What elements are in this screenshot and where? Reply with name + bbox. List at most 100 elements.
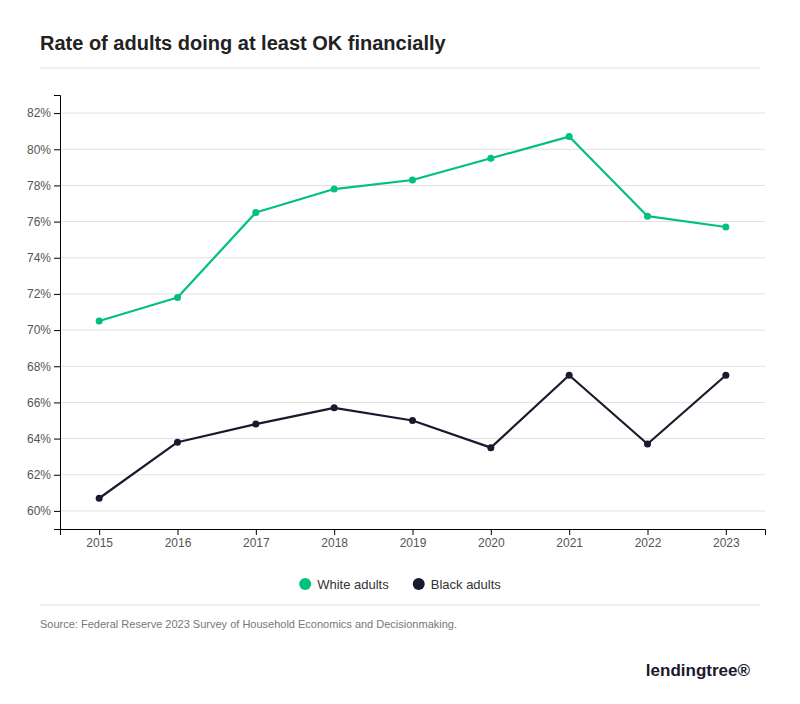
tick-label: 78% xyxy=(27,179,51,193)
axis-domain xyxy=(61,530,766,536)
tick: 66% xyxy=(27,396,60,410)
legend-label: White adults xyxy=(317,577,389,592)
tick-mark xyxy=(54,258,60,259)
grid-line xyxy=(60,438,765,439)
tick: 2020 xyxy=(478,529,505,550)
legend: White adults Black adults xyxy=(299,577,501,592)
tick-label: 66% xyxy=(27,396,51,410)
tick-mark xyxy=(54,222,60,223)
tick-mark xyxy=(54,366,60,367)
tick-label: 60% xyxy=(27,504,51,518)
tick-mark xyxy=(54,402,60,403)
tick-label: 62% xyxy=(27,468,51,482)
tick: 68% xyxy=(27,360,60,374)
source: Source: Federal Reserve 2023 Survey of H… xyxy=(40,618,457,630)
tick-label: 72% xyxy=(27,287,51,301)
tick-mark xyxy=(491,529,492,535)
legend-swatch xyxy=(299,578,311,590)
tick-label: 2019 xyxy=(400,536,427,550)
x-axis: 2015 2016 2017 2018 2019 2020 2021 2022 2023 xyxy=(61,529,766,550)
point xyxy=(409,417,416,424)
tick: 80% xyxy=(27,143,60,157)
tick-label: 76% xyxy=(27,215,51,229)
tick-label: 2023 xyxy=(713,536,740,550)
grid-line xyxy=(60,221,765,222)
legend-item: Black adults xyxy=(413,577,502,592)
point xyxy=(487,444,494,451)
tick-label: 2015 xyxy=(86,536,113,550)
tick-label: 2018 xyxy=(321,536,348,550)
tick-label: 82% xyxy=(27,106,51,120)
tick: 76% xyxy=(27,215,60,229)
tick-mark xyxy=(178,529,179,535)
point xyxy=(722,224,729,231)
axis-domain xyxy=(54,96,61,530)
tick-mark xyxy=(54,294,60,295)
tick-mark xyxy=(726,529,727,535)
tick-label: 80% xyxy=(27,143,51,157)
tick-mark xyxy=(256,529,257,535)
tick: 2022 xyxy=(635,529,662,550)
tick: 82% xyxy=(27,106,60,120)
grid-line xyxy=(60,149,765,150)
point xyxy=(409,176,416,183)
grid-line xyxy=(60,510,765,511)
tick: 2019 xyxy=(400,529,427,550)
tick: 2016 xyxy=(165,529,192,550)
legend-item: White adults xyxy=(299,577,389,592)
point xyxy=(331,186,338,193)
point xyxy=(174,294,181,301)
point xyxy=(487,155,494,162)
tick-label: 64% xyxy=(27,432,51,446)
tick: 2015 xyxy=(86,529,113,550)
y-axis: 60% 62% 64% 66% 68% 70% 72% 74% 76% 78% 80% 82% xyxy=(27,96,61,530)
tick-mark xyxy=(54,511,60,512)
point xyxy=(644,213,651,220)
legend-swatch xyxy=(413,578,425,590)
tick-label: 74% xyxy=(27,251,51,265)
point xyxy=(566,372,573,379)
tick-mark xyxy=(648,529,649,535)
grid xyxy=(60,113,765,511)
legend-label: Black adults xyxy=(431,577,502,592)
grid-line xyxy=(60,330,765,331)
tick-label: 2020 xyxy=(478,536,505,550)
tick-mark xyxy=(54,149,60,150)
tick-mark xyxy=(413,529,414,535)
tick: 2021 xyxy=(556,529,583,550)
tick-mark xyxy=(54,439,60,440)
grid-line xyxy=(60,402,765,403)
title: Rate of adults doing at least OK financi… xyxy=(40,32,447,54)
tick: 64% xyxy=(27,432,60,446)
point xyxy=(96,495,103,502)
point xyxy=(174,439,181,446)
series-line xyxy=(99,375,726,498)
plot: 20152016201720182019202020212022202360%6… xyxy=(27,96,766,550)
tick-label: 70% xyxy=(27,323,51,337)
tick-mark xyxy=(334,529,335,535)
tick-mark xyxy=(569,529,570,535)
point xyxy=(96,318,103,325)
tick: 78% xyxy=(27,179,60,193)
grid-line xyxy=(60,185,765,186)
tick: 2018 xyxy=(321,529,348,550)
point xyxy=(252,209,259,216)
tick-mark xyxy=(54,330,60,331)
tick-label: 2017 xyxy=(243,536,270,550)
tick-label: 68% xyxy=(27,360,51,374)
point xyxy=(252,421,259,428)
grid-line xyxy=(60,113,765,114)
tick: 72% xyxy=(27,287,60,301)
tick-mark xyxy=(54,185,60,186)
grid-line xyxy=(60,257,765,258)
tick: 74% xyxy=(27,251,60,265)
series-line xyxy=(99,137,726,321)
grid-line xyxy=(60,474,765,475)
tick-mark xyxy=(54,113,60,114)
grid-line xyxy=(60,293,765,294)
chart: Rate of adults doing at least OK financi… xyxy=(0,0,800,704)
tick-label: 2016 xyxy=(165,536,192,550)
tick: 2023 xyxy=(713,529,740,550)
tick: 2017 xyxy=(243,529,270,550)
tick-mark xyxy=(54,475,60,476)
